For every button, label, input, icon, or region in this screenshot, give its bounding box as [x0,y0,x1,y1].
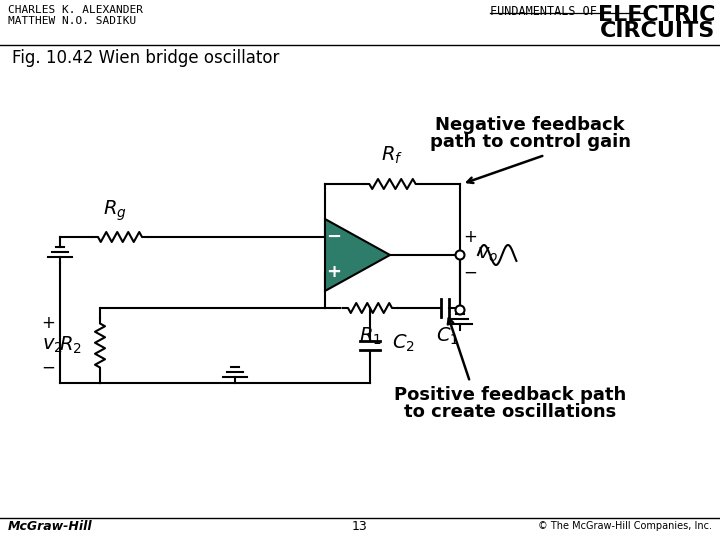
Text: +: + [41,314,55,333]
Text: $R_1$: $R_1$ [359,326,382,347]
Text: 13: 13 [352,519,368,532]
Text: $C_1$: $C_1$ [436,326,459,347]
Text: −: − [326,228,341,246]
Text: $C_2$: $C_2$ [392,333,415,354]
Circle shape [456,306,464,314]
Text: MATTHEW N.O. SADIKU: MATTHEW N.O. SADIKU [8,16,136,26]
Text: Negative feedback: Negative feedback [435,116,625,134]
Text: +: + [326,263,341,281]
Text: Fig. 10.42 Wien bridge oscillator: Fig. 10.42 Wien bridge oscillator [12,49,279,67]
Text: −: − [41,359,55,376]
Text: Positive feedback path: Positive feedback path [394,386,626,404]
Text: to create oscillations: to create oscillations [404,403,616,421]
Text: $v_o$: $v_o$ [477,246,498,265]
Text: CIRCUITS: CIRCUITS [600,21,715,41]
Text: FUNDAMENTALS OF: FUNDAMENTALS OF [490,5,597,18]
Text: CHARLES K. ALEXANDER: CHARLES K. ALEXANDER [8,5,143,15]
Text: $R_g$: $R_g$ [103,199,127,223]
Text: +: + [463,228,477,246]
Text: $v_2$: $v_2$ [42,336,63,355]
Circle shape [456,251,464,260]
Text: © The McGraw-Hill Companies, Inc.: © The McGraw-Hill Companies, Inc. [538,521,712,531]
Text: ELECTRIC: ELECTRIC [598,5,715,25]
Polygon shape [325,219,390,291]
Text: $R_2$: $R_2$ [59,335,82,356]
Text: McGraw-Hill: McGraw-Hill [8,519,93,532]
Text: path to control gain: path to control gain [430,133,631,151]
Text: $R_f$: $R_f$ [382,145,403,166]
Text: −: − [463,264,477,282]
